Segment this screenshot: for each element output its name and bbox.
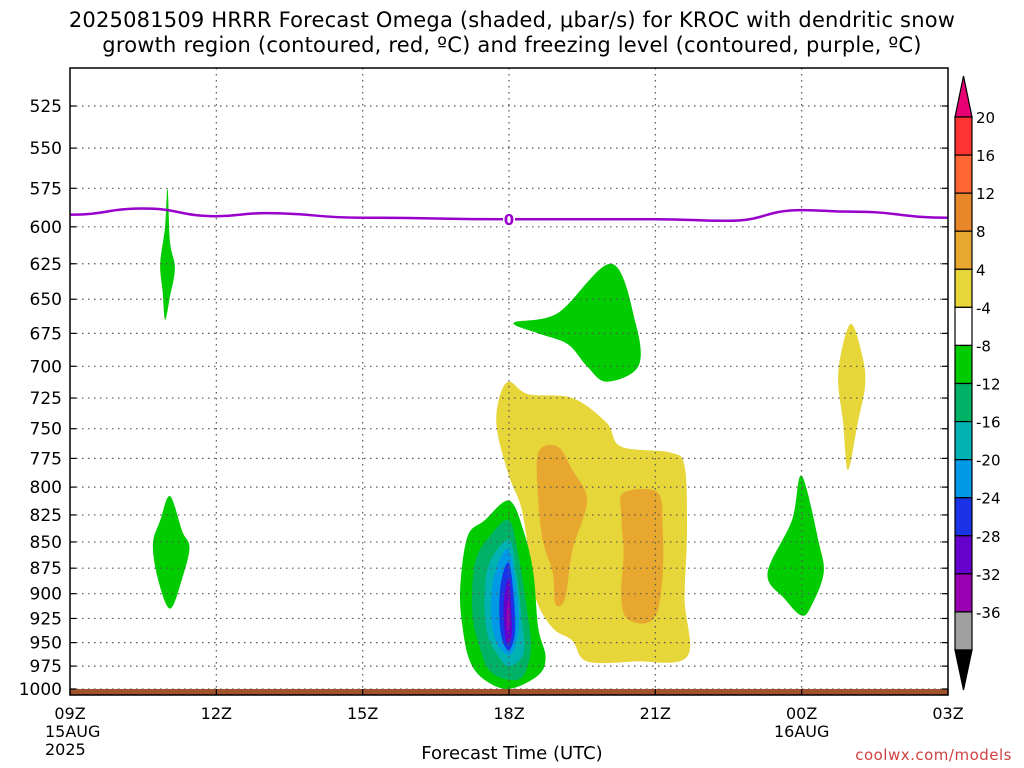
- freezing-level-contour: 0: [69, 207, 949, 229]
- x-tick-label-5: 00Z: [786, 704, 817, 723]
- y-tick-label-975: 975: [30, 657, 62, 677]
- x-tick-label-4: 21Z: [640, 704, 671, 723]
- colorbar-box-1: [954, 154, 973, 194]
- x-tick-label-3: 18Z: [493, 704, 524, 723]
- chart-title: 2025081509 HRRR Forecast Omega (shaded, …: [0, 8, 1024, 58]
- colorbar-box-9: [954, 459, 973, 499]
- colorbar-box-5: [954, 306, 973, 347]
- colorbar-label-7: -12: [976, 376, 1001, 394]
- x-tick-label-0: 09Z: [54, 704, 85, 723]
- omega-region-0: [160, 188, 175, 320]
- colorbar-box-10: [954, 497, 973, 537]
- y-tick-label-875: 875: [30, 559, 62, 579]
- y-tick-label-600: 600: [30, 218, 62, 238]
- colorbar-label-8: -16: [976, 414, 1001, 432]
- colorbar-box-8: [954, 420, 973, 461]
- colorbar-box-12: [954, 573, 973, 613]
- colorbar-label-12: -32: [976, 566, 1001, 584]
- y-axis: 525 550 575 600 625 650 675 700 725 750 775 800 825 8…: [19, 97, 948, 700]
- colorbar-label-9: -20: [976, 452, 1001, 470]
- y-tick-label-750: 750: [30, 420, 62, 440]
- credit-link[interactable]: coolwx.com/models: [855, 746, 1012, 764]
- y-tick-label-625: 625: [30, 255, 62, 275]
- omega-region-7: [620, 488, 664, 624]
- y-tick-label-1000: 1000: [19, 680, 62, 700]
- colorbar-box-6: [954, 344, 973, 385]
- title-line-2: growth region (contoured, red, ºC) and f…: [102, 33, 922, 57]
- x-tick-date-5: 16AUG: [774, 722, 829, 741]
- colorbar: 20 16 12 8 4 -4 -8 -12 -16 -20 -24 -28 -32 -36: [954, 75, 1001, 691]
- y-tick-label-675: 675: [30, 324, 62, 344]
- grid-lines: [70, 68, 948, 695]
- colorbar-label-11: -28: [976, 528, 1001, 546]
- y-tick-label-825: 825: [30, 506, 62, 526]
- y-tick-label-575: 575: [30, 179, 62, 199]
- y-tick-label-775: 775: [30, 449, 62, 469]
- x-tick-label-2: 15Z: [347, 704, 378, 723]
- colorbar-box-3: [954, 230, 973, 270]
- colorbar-box-7: [954, 382, 973, 423]
- omega-region-2: [513, 263, 641, 382]
- colorbar-box-11: [954, 535, 973, 575]
- omega-shading: [152, 188, 866, 690]
- colorbar-label-10: -24: [976, 490, 1001, 508]
- colorbar-box-0: [954, 116, 973, 156]
- colorbar-box-4: [954, 268, 973, 308]
- colorbar-box-2: [954, 192, 973, 232]
- colorbar-label-4: 4: [976, 261, 986, 279]
- y-tick-label-925: 925: [30, 609, 62, 629]
- title-line-1: 2025081509 HRRR Forecast Omega (shaded, …: [68, 8, 956, 32]
- colorbar-label-2: 12: [976, 185, 995, 203]
- x-tick-label-6: 03Z: [932, 704, 963, 723]
- freezing-level-label: 0: [504, 211, 514, 229]
- colorbar-label-13: -36: [976, 604, 1001, 622]
- y-tick-label-850: 850: [30, 533, 62, 553]
- y-tick-label-800: 800: [30, 478, 62, 498]
- omega-region-14: [506, 598, 511, 632]
- colorbar-box-13: [954, 611, 973, 651]
- y-tick-label-525: 525: [30, 97, 62, 117]
- colorbar-label-1: 16: [976, 147, 995, 165]
- freezing-level-label-bg: [503, 210, 515, 228]
- x-tick-date-0: 15AUG: [45, 722, 100, 741]
- omega-region-6: [536, 444, 587, 607]
- x-tick-label-1: 12Z: [201, 704, 232, 723]
- y-tick-label-650: 650: [30, 290, 62, 310]
- y-tick-label-550: 550: [30, 139, 62, 159]
- y-tick-label-700: 700: [30, 357, 62, 377]
- colorbar-bottom-arrow: [954, 649, 973, 691]
- y-tick-label-725: 725: [30, 389, 62, 409]
- colorbar-label-0: 20: [976, 109, 995, 127]
- colorbar-label-5: -4: [976, 299, 991, 317]
- omega-region-1: [152, 495, 190, 609]
- omega-region-4: [838, 323, 866, 470]
- y-tick-label-900: 900: [30, 585, 62, 605]
- colorbar-top-arrow: [954, 75, 973, 118]
- y-tick-label-950: 950: [30, 634, 62, 654]
- omega-region-3: [767, 475, 824, 616]
- x-tick-year-0: 2025: [45, 740, 86, 759]
- colorbar-label-3: 8: [976, 223, 986, 241]
- colorbar-label-6: -8: [976, 337, 991, 355]
- x-axis-label: Forecast Time (UTC): [421, 743, 603, 764]
